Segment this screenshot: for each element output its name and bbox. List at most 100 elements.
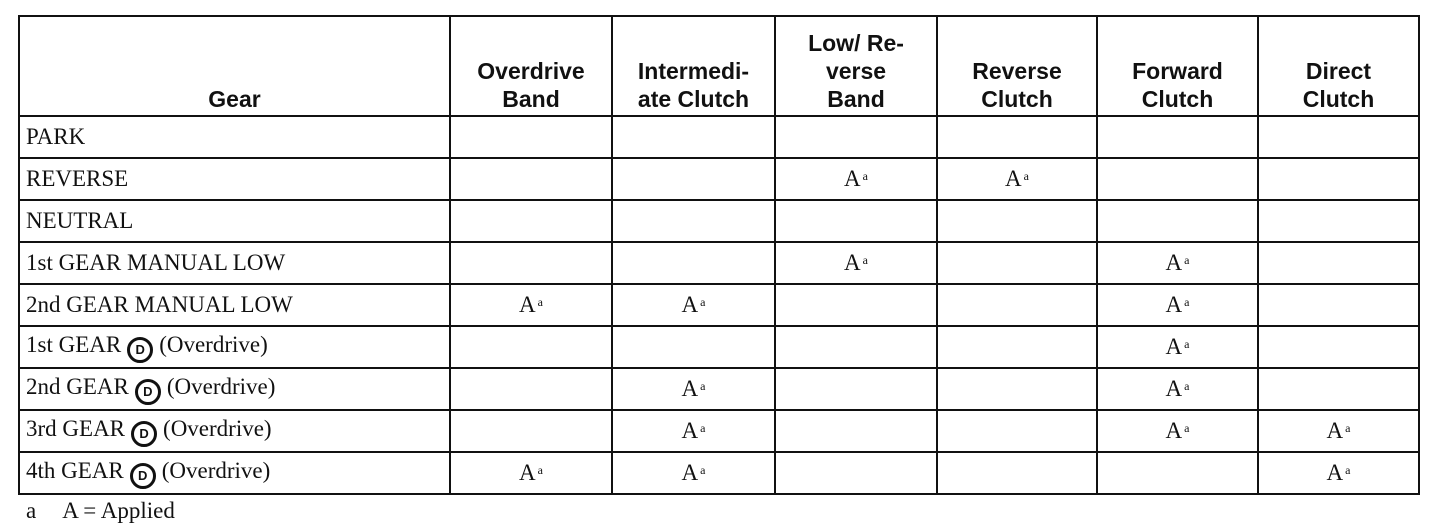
gear-mode: (Overdrive): [161, 457, 271, 483]
status-cell: [449, 367, 613, 411]
footnote-ref: a: [1184, 295, 1190, 309]
selector-icon: D: [129, 462, 156, 489]
header-cell: Forward Clutch: [1096, 15, 1259, 117]
status-cell: [774, 409, 938, 453]
status-cell: [936, 241, 1098, 285]
status-cell: [1257, 241, 1420, 285]
applied-mark: A: [519, 460, 536, 485]
gear-cell: 2nd GEAR D (Overdrive): [18, 367, 451, 411]
status-cell: [774, 199, 938, 243]
header-line: Overdrive: [477, 58, 585, 84]
status-cell: [1096, 199, 1259, 243]
selector-icon: D: [134, 378, 161, 405]
footnote-ref: a: [1184, 421, 1190, 435]
selector-icon: D: [127, 336, 154, 363]
applied-mark: A: [681, 460, 699, 485]
gear-cell: REVERSE: [18, 157, 451, 201]
gear-label: 3rd GEAR: [26, 415, 126, 441]
header-line: Clutch: [1141, 86, 1214, 112]
gear-label: 1st GEAR: [26, 331, 122, 357]
status-cell: [611, 157, 776, 201]
status-cell: [1257, 199, 1420, 243]
gear-cell: 2nd GEAR MANUAL LOW: [18, 283, 451, 327]
footnote-ref: a: [700, 379, 706, 393]
footnote-mark: a: [26, 498, 37, 523]
status-cell: [1257, 115, 1420, 159]
status-cell: [449, 157, 613, 201]
status-cell: [774, 283, 938, 327]
header-line: Low/ Re-: [808, 30, 904, 56]
footnote: a A = Applied: [26, 498, 175, 524]
status-cell: [611, 115, 776, 159]
status-cell: [449, 115, 613, 159]
applied-mark: A: [844, 166, 861, 191]
header-line: Clutch: [1302, 86, 1375, 112]
applied-mark: A: [844, 250, 861, 275]
table-row: NEUTRAL: [18, 199, 1420, 243]
status-cell: [936, 115, 1098, 159]
header-cell: Reverse Clutch: [936, 15, 1098, 117]
gear-cell: NEUTRAL: [18, 199, 451, 243]
status-cell: [611, 241, 776, 285]
applied-mark: A: [1326, 460, 1344, 485]
status-cell: [1096, 157, 1259, 201]
footnote-ref: a: [862, 253, 868, 267]
status-cell: [1096, 451, 1259, 495]
footnote-ref: a: [1184, 253, 1190, 267]
footnote-ref: a: [700, 463, 706, 477]
applied-mark: A: [1165, 250, 1183, 275]
status-cell: [936, 325, 1098, 369]
footnote-ref: a: [862, 169, 868, 183]
applied-mark: A: [1005, 166, 1022, 191]
header-line: Gear: [208, 86, 261, 112]
gear-label: 2nd GEAR MANUAL LOW: [26, 292, 293, 317]
applied-mark: A: [1165, 292, 1183, 317]
header-line: Band: [827, 86, 885, 112]
gear-label: 4th GEAR: [26, 457, 124, 483]
applied-mark: A: [681, 292, 699, 317]
header-cell: Low/ Re-verse Band: [774, 15, 938, 117]
gear-cell: PARK: [18, 115, 451, 159]
applied-mark: A: [1165, 376, 1183, 401]
status-cell: [611, 199, 776, 243]
gear-label: NEUTRAL: [26, 208, 134, 233]
header-line: Band: [502, 86, 560, 112]
footnote-ref: a: [537, 295, 543, 309]
status-cell: [611, 325, 776, 369]
header-cell: Direct Clutch: [1257, 15, 1420, 117]
header-line: Reverse: [972, 58, 1062, 84]
gear-cell: 1st GEAR MANUAL LOW: [18, 241, 451, 285]
status-cell: [774, 367, 938, 411]
status-cell: [449, 241, 613, 285]
status-cell: [1257, 157, 1420, 201]
status-cell: [774, 325, 938, 369]
gear-label: 1st GEAR MANUAL LOW: [26, 250, 286, 275]
footnote-ref: a: [1023, 169, 1029, 183]
header-row: Gear Overdrive Band Intermedi-ate Clutch Low…: [18, 15, 1420, 117]
gear-label: REVERSE: [26, 166, 129, 191]
status-cell: [774, 115, 938, 159]
header-line: Forward: [1132, 58, 1223, 84]
footnote-ref: a: [700, 421, 706, 435]
gear-cell: 1st GEAR D (Overdrive): [18, 325, 451, 369]
status-cell: [936, 199, 1098, 243]
header-cell: Overdrive Band: [449, 15, 613, 117]
footnote-ref: a: [537, 463, 543, 477]
